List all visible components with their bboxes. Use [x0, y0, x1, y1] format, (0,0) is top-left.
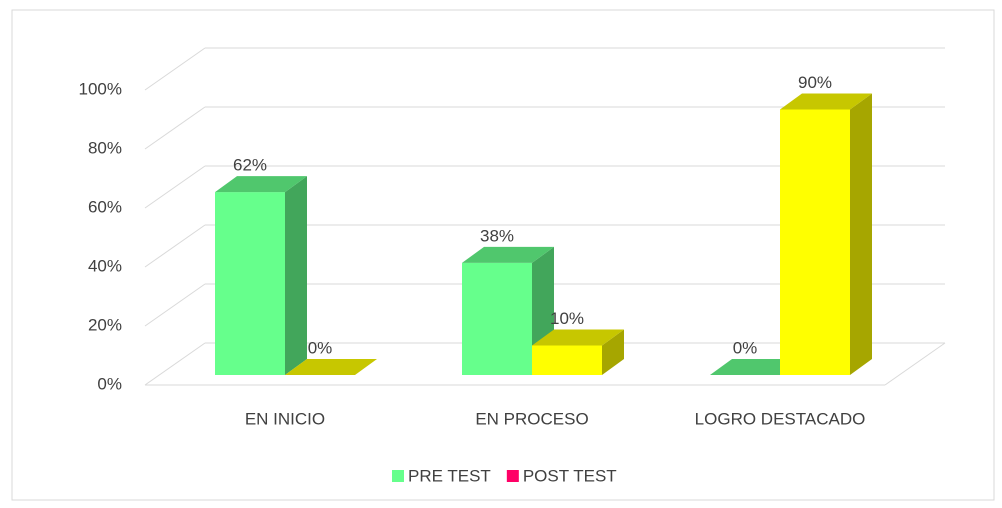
bar	[215, 176, 307, 375]
bar-front	[462, 262, 532, 375]
x-tick-label: EN PROCESO	[475, 409, 588, 428]
x-tick-label: EN INICIO	[245, 409, 325, 428]
bar	[780, 93, 872, 375]
grid-line	[144, 165, 206, 209]
y-tick-label: 60%	[88, 197, 122, 216]
bar-front	[532, 345, 602, 375]
bar-top	[462, 246, 554, 263]
bar-top	[285, 359, 377, 375]
grid-line	[144, 283, 206, 327]
bar-top	[710, 359, 802, 375]
grid-line	[144, 342, 206, 386]
y-tick-label: 20%	[88, 315, 122, 334]
legend-swatch	[506, 470, 519, 482]
data-label: 38%	[480, 226, 514, 245]
bar-top	[532, 329, 624, 346]
bar	[532, 329, 624, 375]
bar-side	[602, 329, 624, 375]
data-label: 0%	[733, 338, 758, 357]
bar-side	[850, 93, 872, 375]
data-label: 90%	[798, 73, 832, 92]
x-axis-line	[884, 342, 946, 386]
y-tick-label: 40%	[88, 256, 122, 275]
bar	[285, 359, 377, 375]
bar-front	[780, 109, 850, 375]
x-tick-label: LOGRO DESTACADO	[695, 409, 866, 428]
bar-front	[215, 192, 285, 375]
y-tick-label: 100%	[79, 79, 122, 98]
y-tick-label: 0%	[97, 374, 122, 393]
data-label: 0%	[308, 338, 333, 357]
bar-top	[780, 93, 872, 110]
data-label: 10%	[550, 309, 584, 328]
grid-line	[144, 106, 206, 150]
grid-line	[144, 47, 206, 91]
legend-label: POST TEST	[523, 466, 617, 485]
y-tick-label: 80%	[88, 138, 122, 157]
legend-swatch	[392, 470, 404, 482]
bar-side	[285, 176, 307, 375]
bar	[710, 359, 802, 375]
grid-line	[144, 224, 206, 268]
bar-top	[215, 176, 307, 193]
data-label: 62%	[233, 156, 267, 175]
legend-label: PRE TEST	[408, 466, 491, 485]
